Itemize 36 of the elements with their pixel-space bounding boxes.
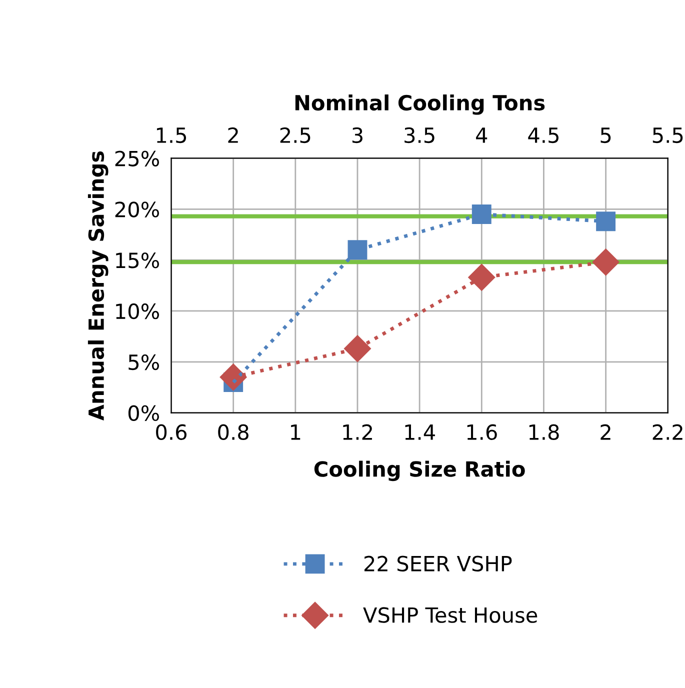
point [348, 240, 368, 260]
x2-tick-label: 5 [600, 128, 611, 144]
x-axis-title: Cooling Size Ratio [314, 460, 525, 482]
x-tick-label: 1.6 [467, 424, 497, 440]
y-tick-label: 10% [116, 303, 159, 320]
x-tick-label: 2 [600, 424, 610, 440]
y-axis-title: Annual Energy Savings [88, 151, 108, 421]
x-tick-label: 1.8 [529, 424, 559, 440]
x-tick-label: 2.2 [652, 424, 682, 440]
x2-tick-label: 1.5 [156, 128, 186, 144]
y-tick-label: 5% [128, 354, 159, 370]
point [220, 364, 247, 391]
point [592, 248, 620, 276]
y-tick-label: 25% [115, 150, 159, 166]
x-tick-label: 1.4 [405, 424, 435, 440]
x-tick-label: 0.8 [218, 424, 248, 440]
x2-tick-label: 4.5 [528, 128, 558, 144]
point [468, 264, 496, 291]
x-tick-label: 1 [291, 424, 300, 440]
x2-tick-label: 2 [228, 127, 238, 143]
x-tick-label: 1.2 [343, 424, 372, 440]
x2-tick-label: 4 [476, 128, 488, 143]
point [472, 204, 492, 224]
x2-tick-label: 3 [352, 127, 362, 144]
y-tick-label: 20% [115, 202, 159, 218]
x2-tick-label: 2.5 [280, 127, 310, 144]
x2-axis-title: Nominal Cooling Tons [295, 94, 545, 115]
point [596, 212, 616, 232]
x-tick-label: 0.6 [156, 424, 187, 440]
y-tick-label: 15% [116, 252, 159, 268]
y-tick-label: 0% [128, 405, 159, 422]
legend-label: VSHP Test House [363, 607, 538, 623]
x2-tick-label: 5.5 [652, 128, 683, 144]
x2-tick-label: 3.5 [404, 127, 434, 144]
legend-label: 22 SEER VSHP [364, 556, 512, 572]
point [344, 335, 371, 362]
